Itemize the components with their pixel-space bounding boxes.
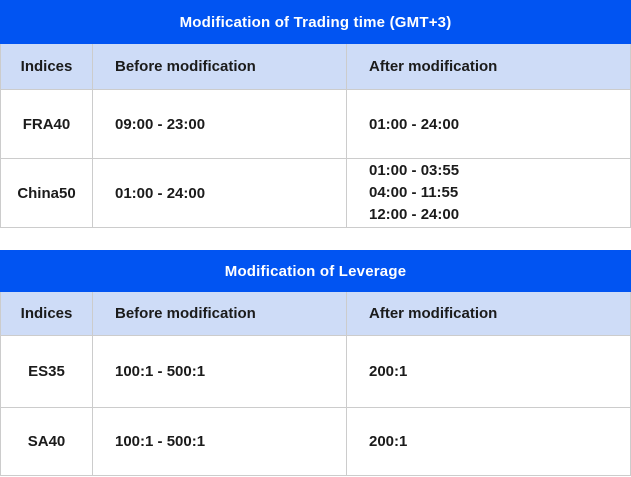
after-cell: 200:1 (347, 408, 631, 476)
before-cell: 01:00 - 24:00 (93, 159, 347, 228)
index-cell: FRA40 (0, 90, 93, 159)
column-header-before: Before modification (93, 44, 347, 90)
trading-time-grid: Indices Before modification After modifi… (0, 44, 631, 228)
after-line: 01:00 - 03:55 (369, 162, 460, 179)
column-header-indices: Indices (0, 44, 93, 90)
before-cell: 100:1 - 500:1 (93, 408, 347, 476)
index-cell: SA40 (0, 408, 93, 476)
column-header-before: Before modification (93, 292, 347, 336)
after-cell: 01:00 - 24:00 (347, 90, 631, 159)
before-cell: 100:1 - 500:1 (93, 336, 347, 408)
after-line: 12:00 - 24:00 (369, 206, 460, 223)
trading-time-table: Modification of Trading time (GMT+3) Ind… (0, 0, 631, 228)
column-header-indices: Indices (0, 292, 93, 336)
column-header-after: After modification (347, 44, 631, 90)
table-title: Modification of Leverage (224, 262, 407, 280)
after-line: 04:00 - 11:55 (369, 184, 459, 201)
table-separator (0, 228, 631, 250)
trading-time-title-bar: Modification of Trading time (GMT+3) (0, 0, 631, 44)
index-cell: China50 (0, 159, 93, 228)
column-header-after: After modification (347, 292, 631, 336)
index-cell: ES35 (0, 336, 93, 408)
leverage-table: Modification of Leverage Indices Before … (0, 250, 631, 476)
before-cell: 09:00 - 23:00 (93, 90, 347, 159)
table-title: Modification of Trading time (GMT+3) (179, 13, 452, 31)
after-cell: 200:1 (347, 336, 631, 408)
leverage-title-bar: Modification of Leverage (0, 250, 631, 292)
after-cell: 01:00 - 03:55 04:00 - 11:55 12:00 - 24:0… (347, 159, 631, 228)
leverage-grid: Indices Before modification After modifi… (0, 292, 631, 476)
